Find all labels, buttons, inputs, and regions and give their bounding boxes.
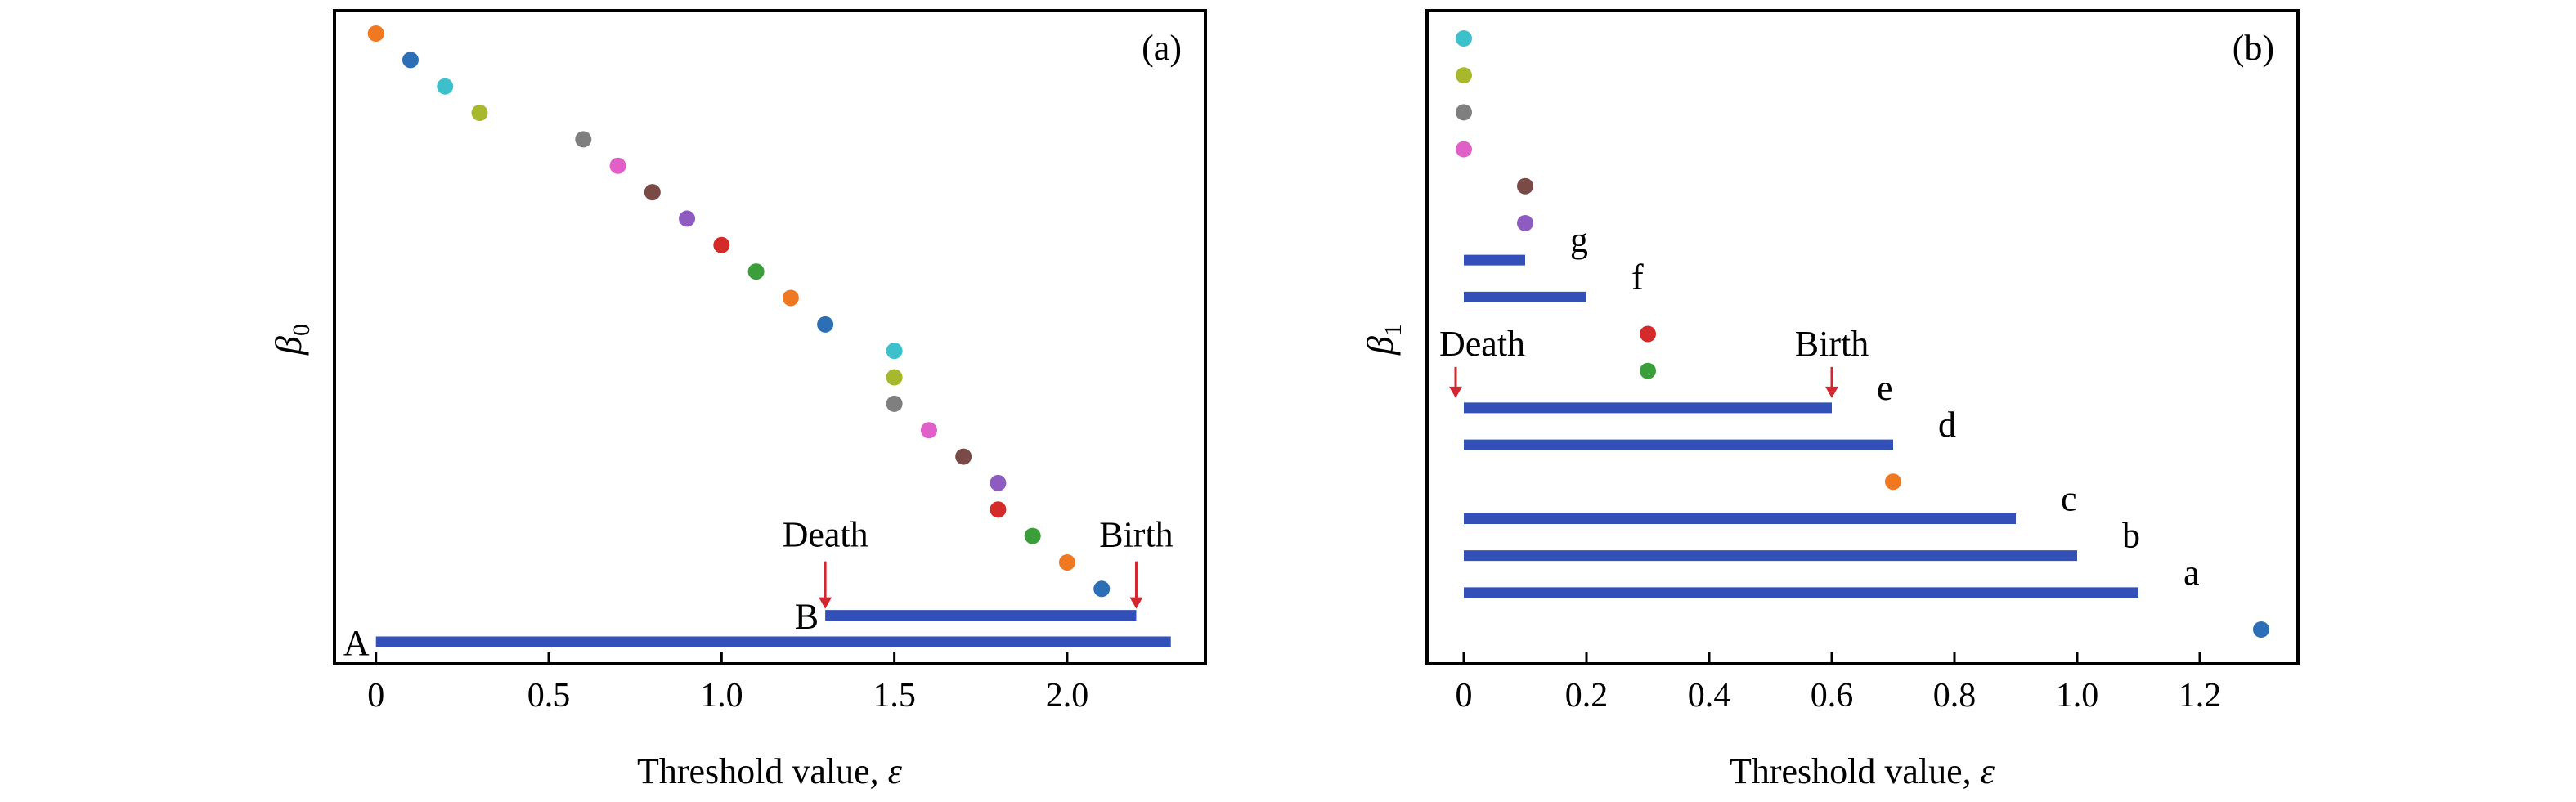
death-label: Death: [1439, 324, 1525, 364]
panel-b-label: (b): [2233, 28, 2274, 68]
x-tick-label: 0.4: [1688, 677, 1731, 715]
data-point: [1456, 104, 1472, 121]
panel-b: 0 0.2 0.4 0.6 0.8 1.0 1.2 g f e d c b a Death Birth (…: [1359, 9, 2300, 791]
data-point: [644, 184, 661, 201]
bar-label-a: a: [2183, 553, 2200, 593]
x-tick-label: 2.0: [1046, 677, 1089, 715]
data-point: [886, 343, 903, 360]
x-tick-label: 1.5: [873, 677, 916, 715]
panel-b-points: [1456, 30, 2269, 638]
birth-arrow-head: [1129, 597, 1143, 609]
data-point: [747, 263, 765, 280]
data-point: [437, 78, 454, 95]
data-point: [679, 210, 696, 227]
panel-a-x-axis-label: Threshold value, ε: [637, 751, 903, 791]
data-point: [886, 369, 903, 386]
panel-b-x-ticks: 0 0.2 0.4 0.6 0.8 1.0 1.2: [1456, 652, 2222, 715]
data-point: [609, 157, 626, 174]
data-point: [886, 395, 903, 412]
data-point: [1640, 325, 1656, 343]
data-point: [1517, 177, 1533, 195]
data-point: [1093, 580, 1111, 598]
panel-a-label: (a): [1142, 28, 1182, 68]
data-point: [1058, 553, 1075, 571]
data-point: [2253, 621, 2269, 638]
x-tick-label: 0.6: [1811, 677, 1854, 715]
panel-b-x-axis-label: Threshold value, ε: [1730, 751, 1995, 791]
panel-a-bars: BA: [343, 597, 1171, 663]
death-label: Death: [783, 515, 868, 555]
x-tick-label: 0.5: [527, 677, 571, 715]
data-point: [920, 422, 937, 439]
data-point: [713, 236, 730, 253]
birth-label: Birth: [1099, 515, 1173, 555]
birth-label: Birth: [1795, 324, 1869, 364]
birth-arrow-head: [1825, 386, 1838, 398]
x-tick-label: 0: [1456, 677, 1473, 715]
data-point: [1640, 362, 1656, 379]
x-tick-label: 1.0: [700, 677, 743, 715]
panel-b-y-axis-label: β1: [1359, 324, 1407, 356]
data-point: [402, 52, 419, 69]
data-point: [1456, 67, 1472, 84]
panel-a-x-ticks: 0 0.5 1.0 1.5 2.0: [367, 652, 1088, 715]
panel-a-y-axis-label: β0: [267, 324, 315, 356]
data-point: [1456, 30, 1472, 47]
panel-a-annotations: Death Birth: [783, 515, 1174, 609]
data-point: [955, 448, 972, 465]
death-arrow-head: [1449, 386, 1462, 398]
x-tick-label: 0.2: [1565, 677, 1609, 715]
bar-label-e: e: [1877, 368, 1893, 408]
bar-label-f: f: [1631, 257, 1644, 297]
data-point: [471, 105, 488, 122]
data-point: [575, 131, 592, 148]
panel-a-frame: [333, 9, 1207, 665]
data-point: [1024, 527, 1041, 544]
panel-b-frame: [1425, 9, 2300, 665]
panel-a: 0 0.5 1.0 1.5 2.0 BA Death Birth (a) Threshol…: [267, 9, 1207, 791]
data-point: [1456, 141, 1472, 158]
data-point: [990, 474, 1007, 491]
bar-label-B: B: [795, 597, 819, 637]
data-point: [817, 316, 834, 333]
data-point: [1517, 214, 1533, 231]
x-tick-label: 0: [367, 677, 384, 715]
x-tick-label: 1.2: [2179, 677, 2222, 715]
x-tick-label: 1.0: [2056, 677, 2099, 715]
bar-label-g: g: [1570, 220, 1588, 260]
bar-label-b: b: [2122, 516, 2140, 556]
bar-label-A: A: [343, 623, 370, 663]
data-point: [990, 501, 1007, 518]
bar-label-c: c: [2061, 478, 2077, 518]
x-tick-label: 0.8: [1933, 677, 1977, 715]
panel-a-points: [367, 25, 1111, 598]
data-point: [367, 25, 384, 42]
data-point: [1885, 473, 1901, 491]
data-point: [782, 289, 799, 307]
panel-b-annotations: Death Birth: [1439, 324, 1869, 398]
bar-label-d: d: [1938, 405, 1956, 445]
panel-b-bars: g f e d c b a: [1464, 220, 2200, 598]
death-arrow-head: [819, 597, 832, 609]
